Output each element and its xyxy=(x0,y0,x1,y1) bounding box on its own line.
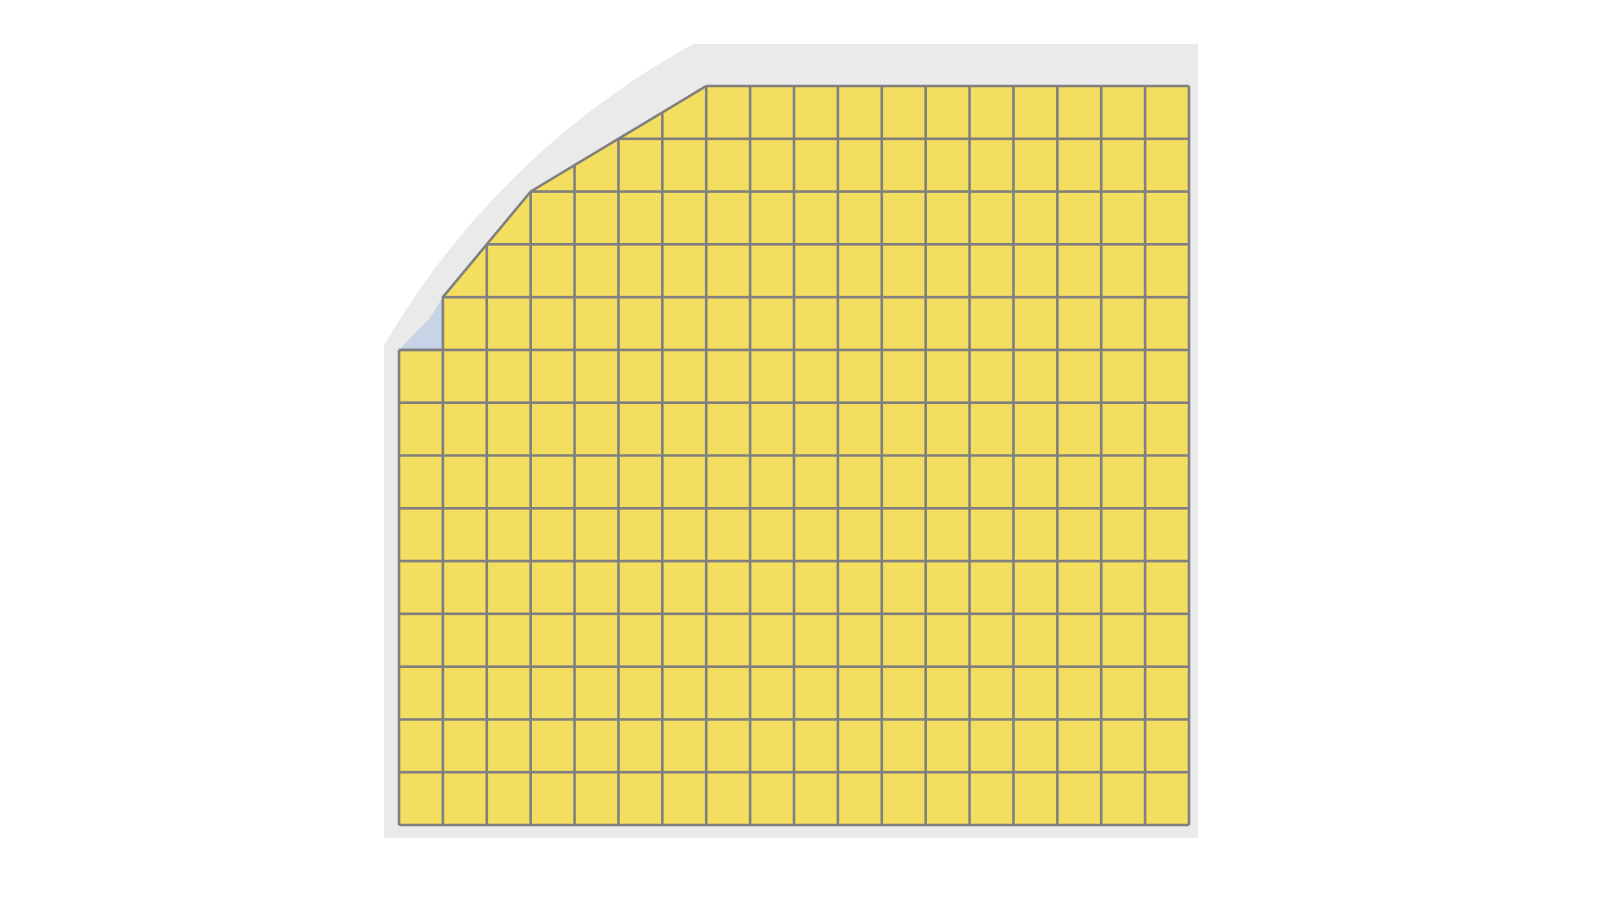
curved-area-region xyxy=(399,297,443,350)
staircase-boundary xyxy=(399,84,707,352)
grid-cells xyxy=(397,84,1191,827)
boundary-lines xyxy=(399,84,707,352)
